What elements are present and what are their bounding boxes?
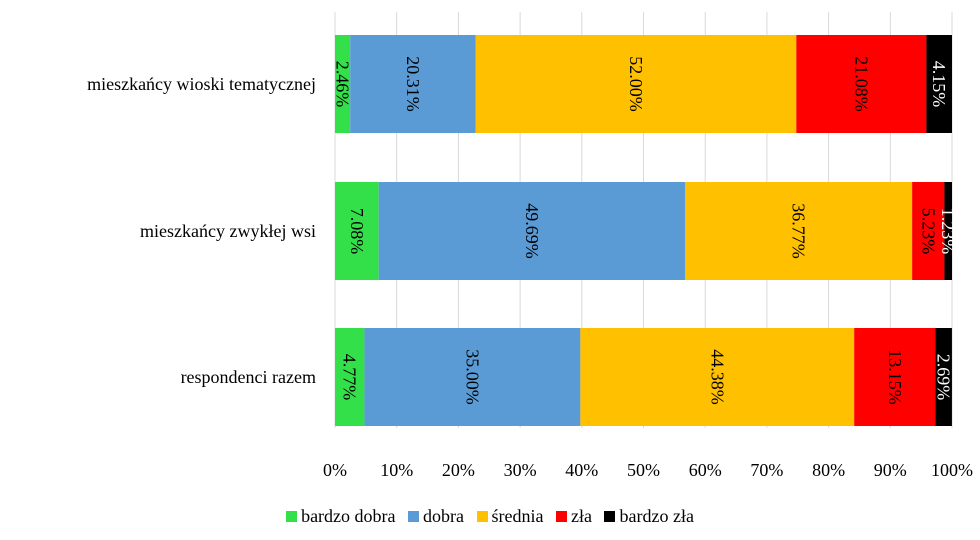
- bar-segment: [580, 328, 855, 426]
- x-tick-label: 90%: [874, 460, 907, 480]
- bar-segment: [378, 182, 686, 280]
- x-tick-label: 10%: [380, 460, 413, 480]
- x-tick-label: 20%: [442, 460, 475, 480]
- bar-segment: [335, 35, 351, 133]
- x-tick-label: 60%: [689, 460, 722, 480]
- stacked-bar-chart: 0% 10% 20% 30% 40% 50% 60% 70% 80% 90% 100% 2.46% 20…: [87, 12, 973, 480]
- legend-item-bardzo-zla: bardzo zła: [604, 506, 694, 527]
- legend-swatch: [476, 511, 488, 522]
- data-label: 35.00%: [462, 349, 482, 405]
- legend-item-bardzo-dobra: bardzo dobra: [286, 506, 396, 527]
- legend-item-zla: zła: [556, 506, 592, 527]
- x-tick-label: 50%: [627, 460, 660, 480]
- legend-swatch: [604, 511, 616, 522]
- data-label: 5.23%: [918, 208, 938, 255]
- x-tick-label: 100%: [931, 460, 973, 480]
- data-label: 13.15%: [885, 349, 905, 405]
- bar-segment: [944, 182, 952, 280]
- data-label: 44.38%: [707, 349, 727, 405]
- x-tick-label: 30%: [504, 460, 537, 480]
- legend: bardzo dobra dobra średnia zła bardzo zł…: [0, 506, 980, 527]
- bar-segment: [935, 328, 952, 426]
- data-label: 4.15%: [929, 61, 949, 108]
- data-label: 7.08%: [347, 208, 367, 255]
- legend-label: bardzo zła: [619, 506, 694, 526]
- data-label: 20.31%: [403, 56, 423, 112]
- x-tick-label: 40%: [565, 460, 598, 480]
- data-label: 36.77%: [789, 203, 809, 259]
- category-label: respondenci razem: [181, 367, 316, 387]
- bar-segment: [796, 35, 927, 133]
- bar-segment: [335, 328, 365, 426]
- data-label: 21.08%: [851, 56, 871, 112]
- legend-swatch: [408, 511, 420, 522]
- bar-segment: [364, 328, 581, 426]
- x-tick-label: 80%: [812, 460, 845, 480]
- data-label: 49.69%: [522, 203, 542, 259]
- legend-swatch: [286, 511, 298, 522]
- legend-item-dobra: dobra: [408, 506, 464, 527]
- bar-segment: [926, 35, 952, 133]
- legend-swatch: [556, 511, 567, 522]
- bar-segment: [475, 35, 797, 133]
- category-label: mieszkańcy wioski tematycznej: [87, 74, 316, 94]
- legend-label: średnia: [491, 506, 544, 526]
- category-label: mieszkańcy zwykłej wsi: [140, 221, 316, 241]
- bar-segment: [854, 328, 936, 426]
- bar-segment: [335, 182, 379, 280]
- x-tick-label: 0%: [323, 460, 347, 480]
- legend-label: bardzo dobra: [301, 506, 396, 526]
- data-label: 52.00%: [626, 56, 646, 112]
- legend-item-srednia: średnia: [476, 506, 544, 527]
- bar-segment: [350, 35, 476, 133]
- data-label: 2.69%: [934, 354, 954, 401]
- legend-label: dobra: [423, 506, 465, 526]
- data-label: 1.23%: [938, 208, 958, 255]
- x-tick-label: 70%: [750, 460, 783, 480]
- bar-segment: [685, 182, 913, 280]
- legend-label: zła: [571, 506, 592, 526]
- data-label: 2.46%: [333, 61, 353, 108]
- bar-segment: [912, 182, 945, 280]
- data-label: 4.77%: [340, 354, 360, 401]
